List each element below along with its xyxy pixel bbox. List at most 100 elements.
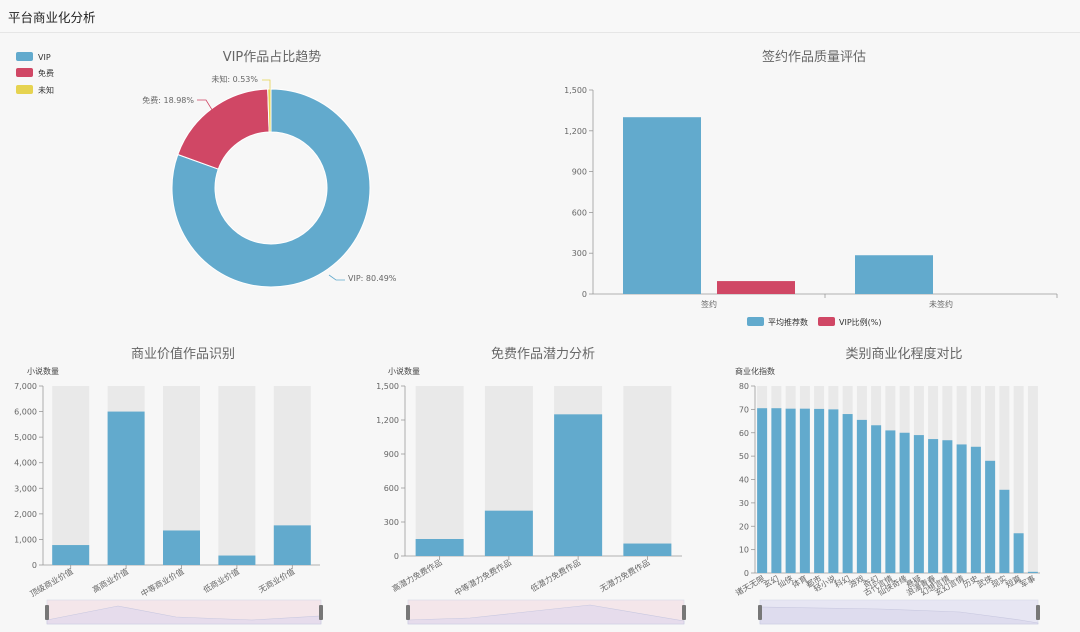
zoom-handle-left[interactable] — [758, 605, 762, 620]
bar — [623, 543, 672, 556]
legend-item-unknown[interactable]: 未知 — [16, 85, 54, 95]
y-tick-label: 0 — [394, 552, 399, 561]
dashboard-canvas: VIP作品占比趋势 VIP 免费 未知 VIP: 80.49% 免费: 18.9… — [14, 49, 1058, 625]
chart-title: 免费作品潜力分析 — [491, 347, 595, 362]
category-commercial-chart: 类别商业化程度对比 商业化指数 01020304050607080诸天无限玄幻仙… — [734, 346, 1040, 625]
bar — [623, 117, 701, 294]
legend-item-avg-recommend[interactable]: 平均推荐数 — [747, 317, 808, 327]
bar — [107, 411, 145, 565]
bar — [717, 281, 795, 294]
commercial-value-chart: 商业价值作品识别 小说数量 0 1,000 2,000 3,000 4,000 5,000… — [14, 346, 323, 625]
x-tick-label: 签约 — [701, 299, 717, 309]
bar — [771, 408, 782, 573]
y-tick-label: 1,000 — [14, 535, 37, 544]
y-tick-label: 40 — [739, 476, 749, 485]
x-tick-label: 无潜力免费作品 — [598, 557, 651, 594]
legend-swatch — [747, 317, 764, 326]
legend-label: VIP比例(%) — [839, 317, 882, 327]
bar — [985, 460, 996, 573]
signed-quality-chart: 签约作品质量评估 0 300 600 900 1,200 1,500 签约 未签约 平均推荐数… — [564, 49, 1058, 327]
bar — [415, 539, 464, 556]
donut-slices — [171, 88, 371, 288]
bar — [1027, 571, 1038, 573]
x-tick-label: 中等商业价值 — [139, 566, 186, 599]
zoom-handle-right[interactable] — [682, 605, 686, 620]
bar — [484, 510, 533, 556]
zoom-preview — [46, 605, 322, 625]
chart-title: 类别商业化程度对比 — [845, 346, 962, 362]
slice-label-vip: VIP: 80.49% — [348, 274, 397, 283]
bar — [928, 439, 939, 573]
bar — [218, 555, 256, 565]
bar — [913, 435, 924, 573]
bar — [899, 432, 910, 573]
zoom-handle-left[interactable] — [406, 605, 410, 620]
data-zoom-slider[interactable] — [45, 599, 323, 625]
donut-slice — [171, 88, 371, 288]
y-tick-label: 7,000 — [14, 382, 37, 391]
data-zoom-slider[interactable] — [406, 599, 686, 625]
bar — [942, 440, 953, 573]
y-axis-name: 小说数量 — [388, 366, 420, 376]
y-tick-label: 0 — [32, 561, 37, 570]
x-tick-label: 低商业价值 — [201, 566, 241, 595]
legend-swatch — [818, 317, 835, 326]
bar — [842, 414, 853, 573]
y-tick-label: 900 — [384, 450, 399, 459]
bar-legend: 平均推荐数 VIP比例(%) — [747, 317, 882, 327]
zoom-handle-left[interactable] — [45, 605, 49, 620]
slice-labels: VIP: 80.49% 免费: 18.98% 未知: 0.53% — [142, 74, 397, 283]
bar-background — [1013, 386, 1024, 573]
legend-label: VIP — [38, 53, 51, 62]
bar — [52, 545, 90, 565]
y-tick-label: 10 — [739, 546, 749, 555]
legend-item-vip[interactable]: VIP — [16, 52, 51, 62]
bar — [855, 255, 933, 294]
zoom-preview — [407, 604, 685, 625]
bar-background — [218, 386, 256, 565]
y-tick-label: 1,200 — [376, 416, 399, 425]
bar — [828, 409, 839, 573]
legend-item-free[interactable]: 免费 — [16, 68, 54, 78]
bars: 0 1,000 2,000 3,000 4,000 5,000 6,000 7,000 顶级商业… — [14, 382, 320, 599]
y-tick-label: 20 — [739, 522, 749, 531]
bar — [956, 444, 967, 573]
y-tick-label: 0 — [744, 569, 749, 578]
bar-background — [999, 386, 1010, 573]
legend-item-vip-ratio[interactable]: VIP比例(%) — [818, 317, 882, 327]
data-zoom-slider[interactable] — [758, 599, 1040, 625]
bar — [273, 525, 311, 565]
x-tick-label: 无商业价值 — [257, 566, 297, 595]
legend-swatch — [16, 68, 33, 77]
y-tick-label: 5,000 — [14, 433, 37, 442]
bar — [163, 530, 200, 565]
bar-background — [415, 386, 464, 556]
bar-background — [1027, 386, 1038, 573]
y-tick-label: 50 — [739, 452, 749, 461]
label-line — [328, 274, 345, 281]
x-tick-label: 高商业价值 — [90, 566, 130, 595]
legend-swatch — [16, 85, 33, 94]
slice-label-unknown: 未知: 0.53% — [211, 74, 258, 84]
bar — [757, 408, 768, 573]
chart-title: 签约作品质量评估 — [762, 49, 866, 65]
vip-ratio-chart: VIP作品占比趋势 VIP 免费 未知 VIP: 80.49% 免费: 18.9… — [16, 49, 397, 288]
y-tick-label: 300 — [384, 518, 399, 527]
y-axis-name: 商业化指数 — [735, 366, 775, 376]
free-potential-chart: 免费作品潜力分析 小说数量 0 300 600 900 1,200 1,500 高潜力免费作… — [376, 347, 686, 625]
donut-slice — [267, 88, 272, 133]
x-tick-label: 高潜力免费作品 — [390, 557, 443, 594]
legend-label: 未知 — [38, 85, 54, 95]
y-tick-label: 300 — [572, 249, 587, 258]
y-tick-label: 600 — [384, 484, 399, 493]
y-tick-label: 4,000 — [14, 459, 37, 468]
y-tick-label: 0 — [582, 290, 587, 299]
bar — [814, 408, 825, 573]
bar — [885, 430, 896, 573]
y-tick-label: 3,000 — [14, 484, 37, 493]
zoom-handle-right[interactable] — [1036, 605, 1040, 620]
chart-title: VIP作品占比趋势 — [223, 49, 322, 65]
zoom-handle-right[interactable] — [319, 605, 323, 620]
bar — [999, 489, 1010, 573]
y-tick-label: 70 — [739, 405, 749, 414]
